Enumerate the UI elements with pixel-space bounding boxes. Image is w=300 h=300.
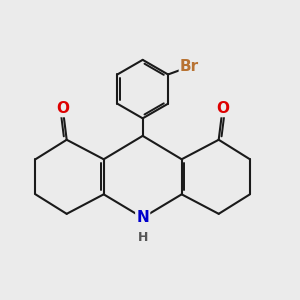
Text: H: H [137,231,148,244]
Text: O: O [56,101,69,116]
Text: O: O [216,101,229,116]
Text: Br: Br [180,59,199,74]
Text: N: N [136,210,149,225]
